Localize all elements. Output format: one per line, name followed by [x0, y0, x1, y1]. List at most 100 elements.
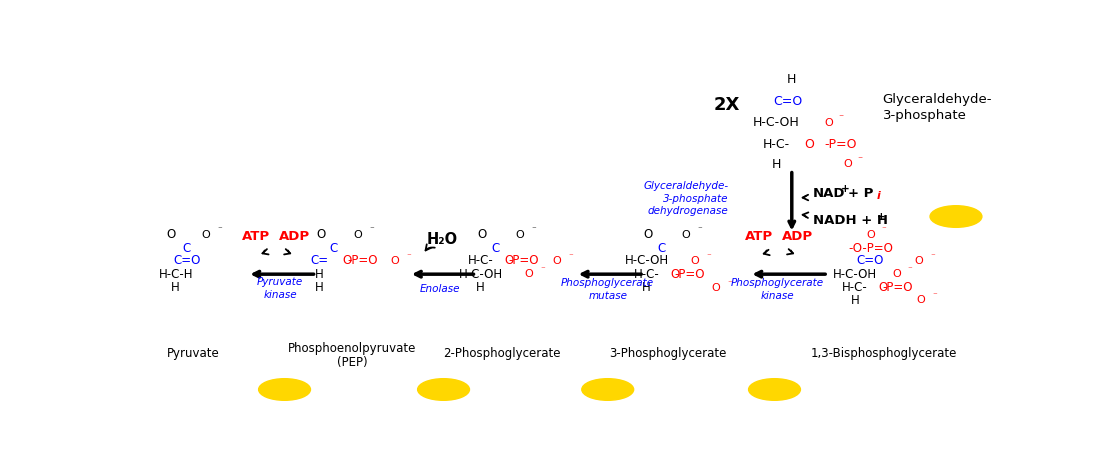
Circle shape [748, 379, 801, 400]
Text: Phosphoenolpyruvate: Phosphoenolpyruvate [288, 342, 416, 355]
Text: ⁻: ⁻ [908, 265, 912, 274]
Text: ⁻: ⁻ [217, 226, 222, 235]
Text: C: C [330, 242, 338, 255]
Text: H-C-H: H-C-H [158, 268, 193, 281]
Text: ⁻: ⁻ [882, 226, 886, 235]
Text: H-C-OH: H-C-OH [624, 254, 669, 267]
Text: 9: 9 [438, 382, 449, 397]
Text: ⁻: ⁻ [930, 252, 935, 261]
Text: ⁻: ⁻ [541, 265, 545, 274]
Text: H: H [314, 281, 323, 294]
Text: H: H [314, 268, 323, 281]
Text: H-C-: H-C- [468, 254, 494, 267]
Text: ⁻: ⁻ [407, 252, 411, 261]
Text: Pyruvate
kinase: Pyruvate kinase [258, 277, 303, 300]
Text: C: C [183, 242, 191, 255]
Text: Phosphoglycerate
kinase: Phosphoglycerate kinase [730, 278, 824, 301]
Text: 7: 7 [769, 382, 779, 397]
Text: ADP: ADP [783, 230, 814, 243]
Text: 2X: 2X [714, 96, 740, 114]
Text: H: H [787, 73, 796, 86]
Text: i: i [876, 191, 881, 201]
Text: ⁻: ⁻ [932, 292, 937, 300]
Text: ATP: ATP [242, 230, 270, 243]
Text: -P=O: -P=O [675, 268, 705, 281]
Text: NAD: NAD [813, 187, 845, 199]
Text: C=O: C=O [773, 95, 802, 108]
Text: 6: 6 [951, 209, 961, 224]
Text: ⁻: ⁻ [857, 155, 863, 165]
Text: 3-Phosphoglycerate: 3-Phosphoglycerate [610, 347, 727, 360]
Text: ⁻: ⁻ [727, 279, 731, 288]
Text: C=O: C=O [173, 254, 201, 267]
Text: O: O [879, 281, 888, 294]
Text: O: O [552, 256, 561, 266]
Text: H: H [642, 281, 651, 294]
Text: C: C [657, 242, 666, 255]
Text: O: O [342, 254, 351, 267]
Text: O: O [844, 159, 852, 169]
Text: Glyceraldehyde-
3-phosphate
dehydrogenase: Glyceraldehyde- 3-phosphate dehydrogenas… [643, 181, 729, 216]
Text: O: O [202, 229, 211, 240]
Text: 8: 8 [602, 382, 613, 397]
Text: 2-Phosphoglycerate: 2-Phosphoglycerate [444, 347, 561, 360]
Text: O: O [353, 229, 362, 240]
Text: O: O [917, 295, 925, 306]
Text: H-C-: H-C- [633, 268, 659, 281]
Text: Enolase: Enolase [420, 285, 460, 294]
Text: 3-phosphate: 3-phosphate [883, 109, 967, 122]
Text: O: O [317, 228, 326, 241]
Text: ⁻: ⁻ [569, 252, 573, 261]
Text: C=O: C=O [856, 254, 884, 267]
Text: + P: + P [847, 187, 873, 199]
Text: C=: C= [310, 254, 328, 267]
Text: O: O [825, 118, 833, 128]
Text: O: O [167, 228, 176, 241]
Text: Pyruvate: Pyruvate [166, 347, 220, 360]
Circle shape [259, 379, 310, 400]
Circle shape [418, 379, 469, 400]
Circle shape [930, 206, 982, 227]
Text: +: + [876, 212, 885, 221]
Text: O: O [804, 138, 814, 151]
Text: ATP: ATP [745, 230, 773, 243]
Text: H: H [772, 158, 780, 171]
Text: O: O [690, 256, 699, 266]
Text: ⁻: ⁻ [697, 226, 701, 235]
Text: O: O [478, 228, 487, 241]
Text: H-C-OH: H-C-OH [753, 117, 799, 129]
Text: Glyceraldehyde-: Glyceraldehyde- [883, 93, 992, 106]
Text: H-C-OH: H-C-OH [458, 268, 503, 281]
Text: O: O [681, 229, 690, 240]
Text: O: O [711, 283, 720, 293]
Circle shape [582, 379, 633, 400]
Text: O: O [914, 256, 923, 266]
Text: +: + [841, 184, 850, 195]
Text: O: O [505, 254, 514, 267]
Text: C: C [492, 242, 500, 255]
Text: H: H [476, 281, 485, 294]
Text: O: O [525, 269, 533, 279]
Text: -P=O: -P=O [883, 281, 913, 294]
Text: H₂O: H₂O [426, 233, 457, 248]
Text: -P=O: -P=O [508, 254, 540, 267]
Text: O: O [390, 256, 399, 266]
Text: ⁻: ⁻ [531, 226, 536, 235]
Text: O: O [866, 229, 875, 240]
Text: O: O [515, 229, 524, 240]
Text: -O-P=O: -O-P=O [849, 242, 893, 255]
Text: -P=O: -P=O [825, 138, 857, 151]
Text: (PEP): (PEP) [337, 356, 367, 369]
Text: -P=O: -P=O [347, 254, 378, 267]
Text: ⁻: ⁻ [707, 252, 711, 261]
Text: ⁻: ⁻ [369, 226, 375, 235]
Text: H: H [851, 294, 860, 307]
Text: O: O [892, 269, 901, 279]
Text: H-C-: H-C- [763, 138, 789, 151]
Text: 1,3-Bisphosphoglycerate: 1,3-Bisphosphoglycerate [811, 347, 957, 360]
Text: H-C-OH: H-C-OH [833, 268, 876, 281]
Text: H: H [172, 281, 180, 294]
Text: O: O [670, 268, 680, 281]
Text: Phosphoglycerate
mutase: Phosphoglycerate mutase [561, 278, 655, 301]
Text: NADH + H: NADH + H [813, 213, 888, 227]
